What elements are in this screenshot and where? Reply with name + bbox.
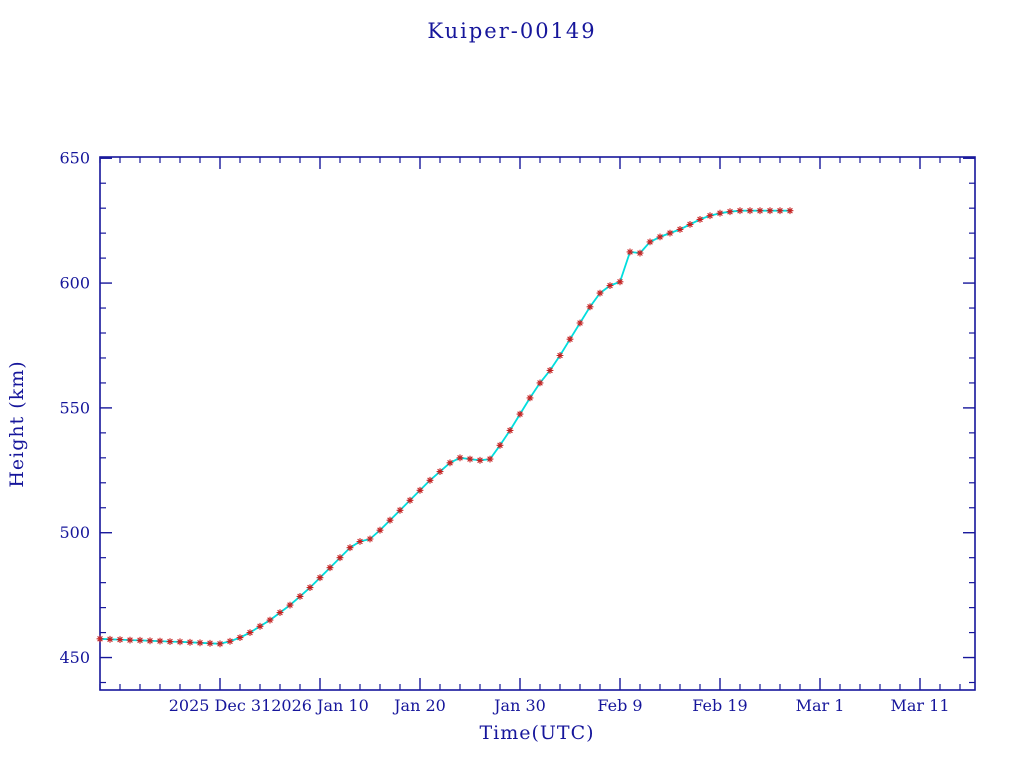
data-line xyxy=(99,209,791,645)
x-tick-label: Feb 9 xyxy=(597,696,642,715)
y-tick-label: 500 xyxy=(59,523,90,542)
y-tick-label: 550 xyxy=(59,398,90,417)
x-tick-label: Jan 30 xyxy=(492,696,546,715)
y-axis: 450 500 550 600 650 xyxy=(59,149,975,684)
y-tick-label: 450 xyxy=(59,648,90,667)
x-tick-label: Feb 19 xyxy=(692,696,747,715)
y-tick-label: 650 xyxy=(59,149,90,168)
plot-frame xyxy=(99,156,976,691)
x-tick-label: Mar 11 xyxy=(890,696,949,715)
y-tick-label: 600 xyxy=(59,274,90,293)
x-tick-label: 2025 Dec 31 xyxy=(169,696,272,715)
x-tick-label: 2026 Jan 10 xyxy=(271,696,369,715)
x-tick-label: Jan 20 xyxy=(392,696,446,715)
plot-area: 450 500 550 600 650 2025 Dec 31 2026 Jan 10 Jan… xyxy=(59,149,976,715)
x-tick-label: Mar 1 xyxy=(796,696,845,715)
chart-title: Kuiper-00149 xyxy=(427,19,596,43)
y-axis-label: Height (km) xyxy=(6,360,28,487)
x-axis-label: Time(UTC) xyxy=(479,722,594,744)
x-axis: 2025 Dec 31 2026 Jan 10 Jan 20 Jan 30 Feb 9 F… xyxy=(99,157,961,715)
data-markers xyxy=(96,207,794,648)
